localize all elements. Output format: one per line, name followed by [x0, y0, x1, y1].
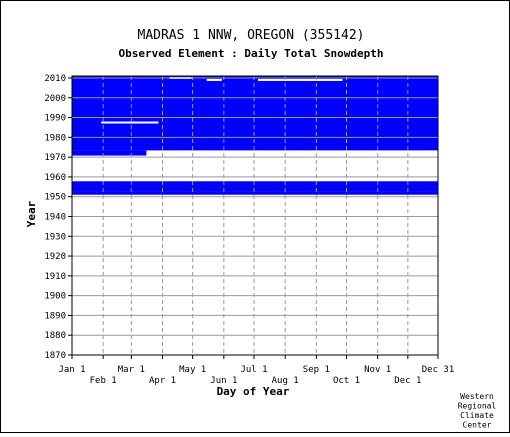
- data-block: [96, 191, 438, 195]
- y-tick-label: 2000: [44, 94, 66, 104]
- y-tick-label: 1980: [44, 133, 66, 143]
- y-tick-label: 1960: [44, 173, 66, 183]
- data-block: [72, 181, 438, 192]
- x-tick-label: Mar 1: [118, 365, 145, 375]
- y-tick-label: 1910: [44, 272, 66, 282]
- x-tick-label: Dec 1: [394, 376, 421, 386]
- plot-border: [71, 75, 439, 356]
- y-tick-label: 1950: [44, 193, 66, 203]
- x-tick-label: Apr 1: [149, 376, 176, 386]
- x-tick-label: Jul 1: [240, 365, 267, 375]
- x-tick-label: Jan 1: [58, 365, 85, 375]
- y-axis-label: Year: [25, 200, 38, 227]
- y-tick-label: 1920: [44, 252, 66, 262]
- chart-subtitle: Observed Element : Daily Total Snowdepth: [119, 47, 384, 60]
- plot-area: 1870 1880 1890 1900 1910 1920 1930 1940 1950 1960…: [44, 74, 454, 386]
- chart-title: MADRAS 1 NNW, OREGON (355142): [138, 28, 365, 43]
- x-tick-label: Feb 1: [90, 376, 117, 386]
- y-tick-label: 1990: [44, 114, 66, 124]
- data-block: [72, 150, 147, 156]
- x-tick-label: May 1: [179, 365, 206, 375]
- credit-line: Western: [460, 392, 494, 401]
- x-tick-label: Oct 1: [333, 376, 360, 386]
- missing-segment: [206, 78, 222, 81]
- missing-segment: [101, 121, 159, 124]
- y-tick-label: 1870: [44, 351, 66, 361]
- credit-line: Regional: [458, 402, 497, 411]
- y-tick-label: 2010: [44, 74, 66, 84]
- y-tick-label: 1890: [44, 311, 66, 321]
- x-tick-label: Sep 1: [303, 365, 330, 375]
- x-axis-label: Day of Year: [217, 385, 290, 398]
- y-tick-label: 1940: [44, 212, 66, 222]
- x-tick-label: Aug 1: [272, 376, 299, 386]
- data-block: [72, 76, 438, 151]
- x-tick-label: Dec 31: [422, 365, 455, 375]
- credit-line: Climate: [460, 411, 494, 420]
- y-tick-label: 1930: [44, 232, 66, 242]
- x-tick-label: Nov 1: [364, 365, 391, 375]
- missing-segment: [258, 78, 343, 81]
- data-block: [72, 191, 97, 195]
- y-tick-label: 1900: [44, 292, 66, 302]
- y-tick-label: 1970: [44, 153, 66, 163]
- credit-line: Center: [463, 421, 492, 430]
- y-tick-label: 1880: [44, 331, 66, 341]
- x-tick-label: Jun 1: [210, 376, 237, 386]
